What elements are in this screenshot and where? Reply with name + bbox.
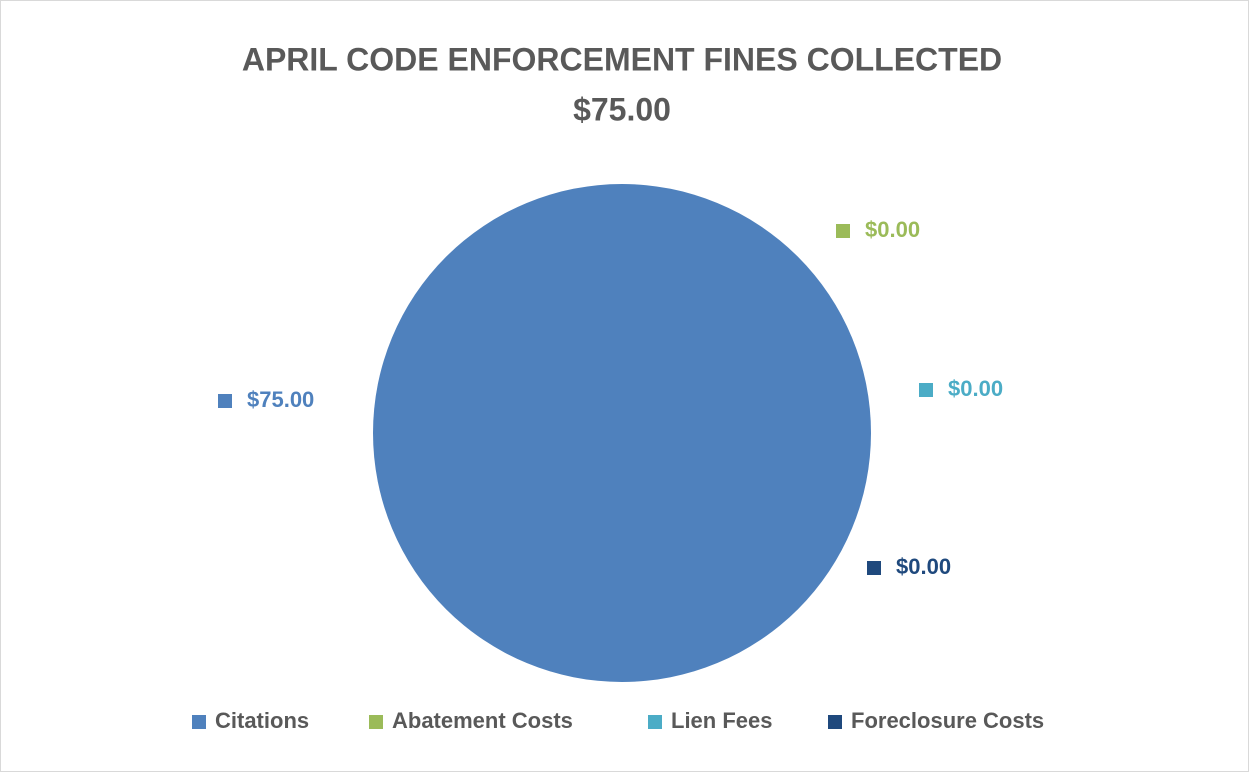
- legend-key: [192, 715, 206, 729]
- data-label: $75.00: [247, 387, 314, 412]
- data-label: $0.00: [865, 217, 920, 242]
- data-label-key: [867, 561, 881, 575]
- data-label: $0.00: [896, 554, 951, 579]
- data-label-key: [218, 394, 232, 408]
- data-label-key: [919, 383, 933, 397]
- legend-label: Foreclosure Costs: [851, 708, 1044, 733]
- legend-label: Abatement Costs: [392, 708, 573, 733]
- legend-key: [369, 715, 383, 729]
- legend-key: [828, 715, 842, 729]
- chart-title: APRIL CODE ENFORCEMENT FINES COLLECTED: [242, 41, 1002, 77]
- legend-label: Lien Fees: [671, 708, 772, 733]
- data-label-key: [836, 224, 850, 238]
- legend-key: [648, 715, 662, 729]
- data-label: $0.00: [948, 376, 1003, 401]
- legend-label: Citations: [215, 708, 309, 733]
- chart-subtitle: $75.00: [573, 91, 671, 127]
- pie-slice: [373, 184, 871, 682]
